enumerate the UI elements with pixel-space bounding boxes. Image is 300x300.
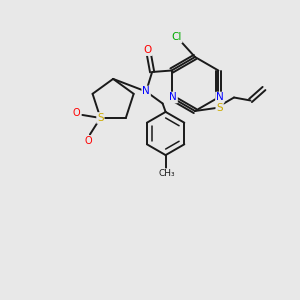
Text: N: N — [142, 86, 150, 97]
Text: O: O — [85, 136, 92, 146]
Text: CH₃: CH₃ — [159, 169, 176, 178]
Text: N: N — [216, 92, 224, 103]
Text: O: O — [143, 45, 152, 55]
Text: Cl: Cl — [171, 32, 182, 43]
Text: S: S — [216, 103, 223, 113]
Text: S: S — [97, 113, 104, 123]
Text: N: N — [169, 92, 177, 103]
Text: O: O — [73, 109, 80, 118]
